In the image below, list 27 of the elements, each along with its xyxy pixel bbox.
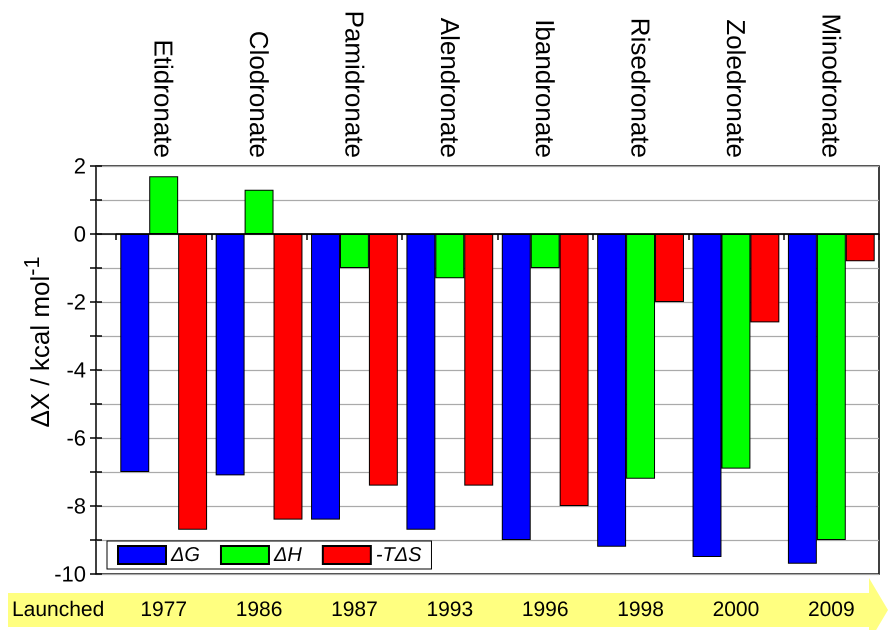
legend-label: ΔG	[170, 544, 200, 566]
x-tick-label: Minodronate	[816, 13, 846, 158]
y-tick-label: 2	[74, 154, 86, 178]
legend-label: ΔH	[272, 544, 302, 566]
x-tick-label: Ibandronate	[530, 19, 560, 158]
x-tick-label: Etidronate	[148, 39, 179, 158]
y-tick-label: -10	[54, 562, 86, 586]
x-tick-label: Clodronate	[244, 30, 274, 158]
legend-label: -TΔS	[376, 544, 422, 566]
text: 2000	[712, 598, 760, 622]
y-tick-label: -8	[66, 494, 86, 518]
text: 1996	[522, 598, 569, 622]
text: 2009	[808, 598, 855, 622]
x-tick-label: Pamidronate	[339, 10, 370, 158]
text: 1993	[426, 598, 474, 622]
x-tick-label: Alendronate	[434, 18, 465, 158]
text: 1986	[236, 598, 282, 622]
y-tick-label: -2	[66, 290, 86, 314]
y-tick-label: -4	[66, 358, 86, 382]
x-tick-label: Zoledronate	[720, 19, 751, 158]
y-tick-label: 0	[74, 222, 86, 246]
x-tick-label: Risedronate	[626, 18, 656, 158]
text: Launched	[12, 598, 104, 622]
text: 1987	[331, 598, 378, 622]
text: 1998	[617, 598, 664, 622]
y-tick-label: -6	[66, 426, 86, 450]
text: 1977	[140, 598, 188, 622]
